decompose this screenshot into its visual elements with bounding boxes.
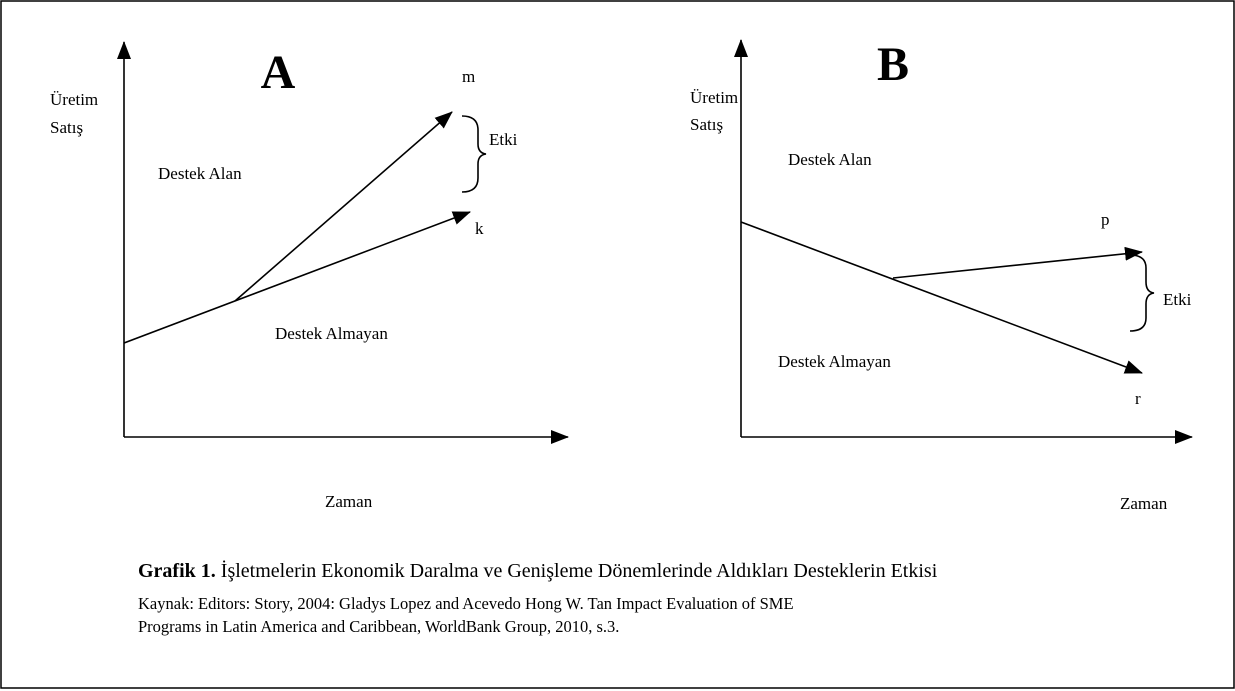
caption: Grafik 1. İşletmelerin Ekonomik Daralma … xyxy=(138,559,938,582)
source-line: Kaynak: Editors: Story, 2004: Gladys Lop… xyxy=(138,594,794,613)
y-label: Satış xyxy=(690,115,723,134)
effect-label: Etki xyxy=(1163,290,1192,309)
y-label: Üretim xyxy=(690,88,738,107)
region-label: Destek Almayan xyxy=(778,352,891,371)
end-label: m xyxy=(462,67,475,86)
upper-line xyxy=(234,111,453,302)
x-label: Zaman xyxy=(325,492,373,511)
region-label: Destek Almayan xyxy=(275,324,388,343)
source-line: Programs in Latin America and Caribbean,… xyxy=(138,617,619,636)
panel-a: A m Üretim Satış Destek Alan Etki k Dest… xyxy=(50,41,569,511)
upper-line xyxy=(892,246,1143,279)
x-label: Zaman xyxy=(1120,494,1168,513)
region-label: Destek Alan xyxy=(788,150,872,169)
end-label: p xyxy=(1101,210,1110,229)
caption-text: İşletmelerin Ekonomik Daralma ve Genişle… xyxy=(216,559,938,582)
y-label: Satış xyxy=(50,118,83,137)
brace xyxy=(461,115,487,193)
panel-label: B xyxy=(877,38,909,91)
panel-b: B Üretim Satış Destek Alan p Etki Destek… xyxy=(690,38,1193,513)
y-label: Üretim xyxy=(50,90,98,109)
brace xyxy=(1129,254,1155,332)
end-label: k xyxy=(475,219,484,238)
panel-label: A xyxy=(261,46,296,99)
lower-line xyxy=(123,211,471,344)
end-label: r xyxy=(1135,389,1141,408)
effect-label: Etki xyxy=(489,130,518,149)
region-label: Destek Alan xyxy=(158,164,242,183)
caption-prefix: Grafik 1. xyxy=(138,560,216,582)
lower-line xyxy=(740,221,1143,374)
